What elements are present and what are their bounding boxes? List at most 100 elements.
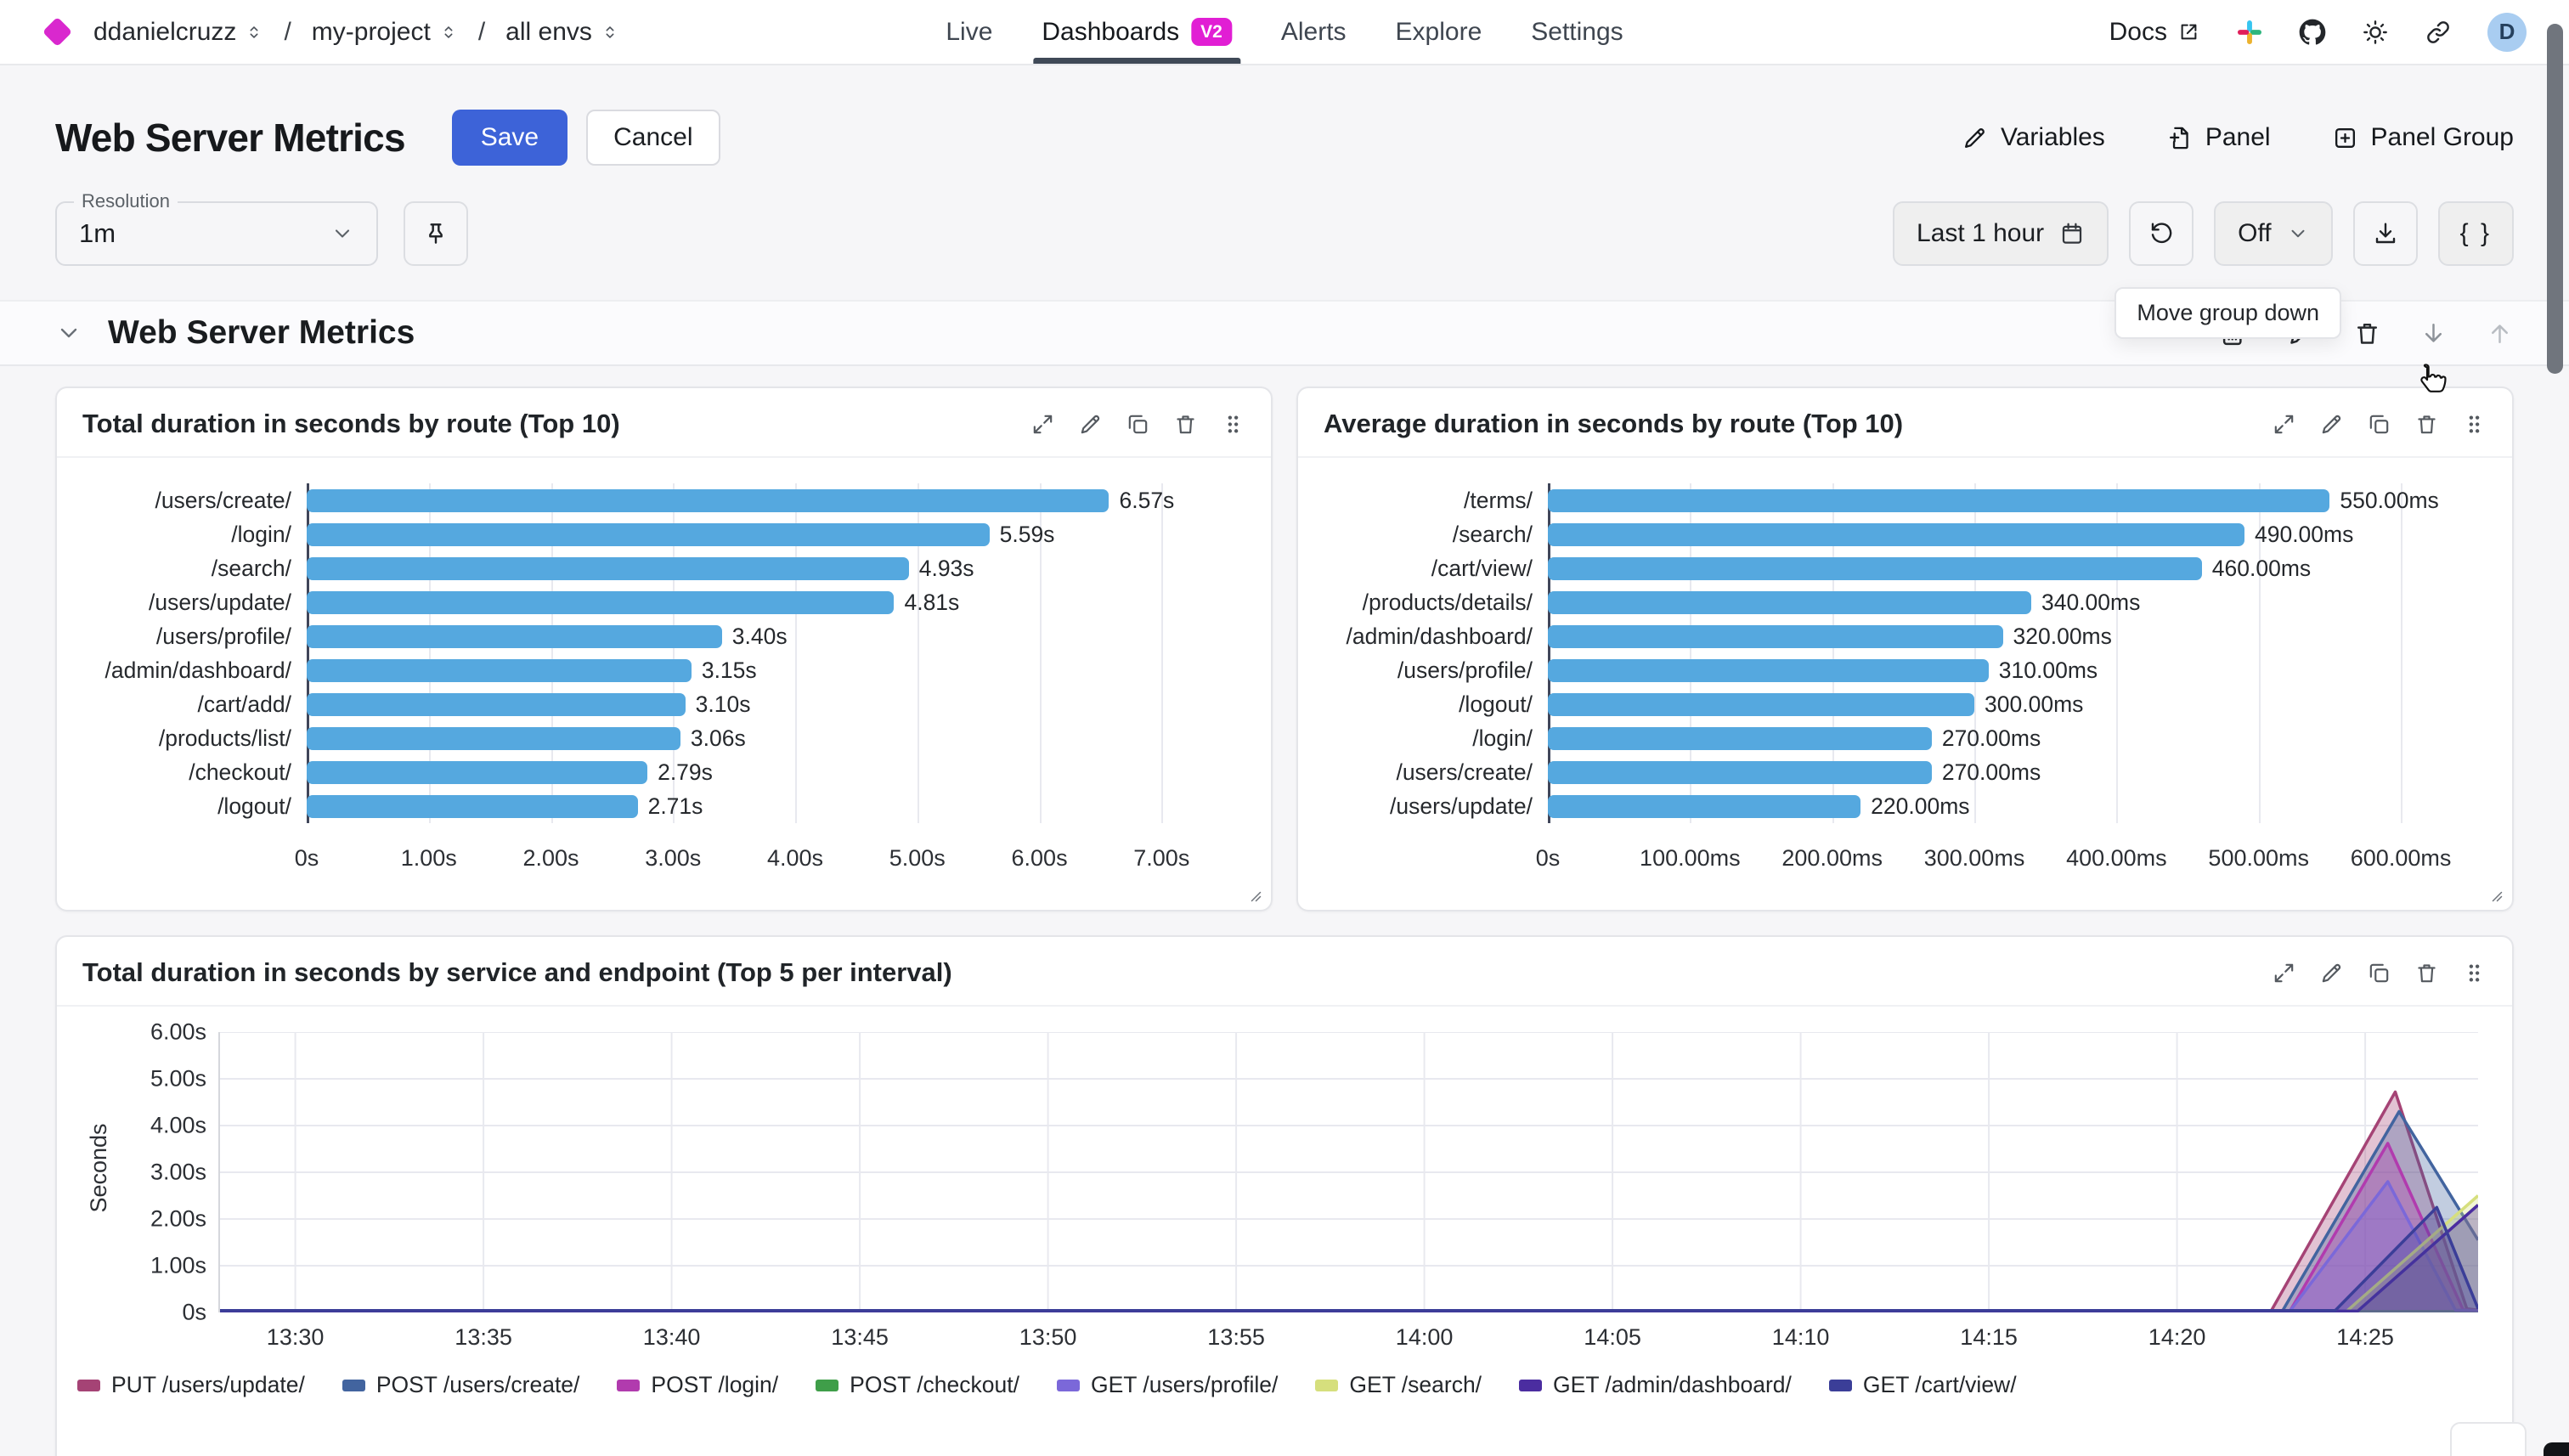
- resize-corner-icon[interactable]: [2487, 886, 2504, 903]
- drag-handle-icon[interactable]: [2462, 961, 2487, 985]
- x-axis-tick: 300.00ms: [1923, 845, 2025, 871]
- legend-item[interactable]: GET /users/profile/: [1056, 1372, 1279, 1398]
- move-group-down-icon[interactable]: [2419, 319, 2448, 347]
- series-line: [220, 1194, 2478, 1312]
- nav-item-alerts[interactable]: Alerts: [1280, 17, 1347, 46]
- drag-handle-icon[interactable]: [1221, 412, 1245, 437]
- brand-logo-icon[interactable]: [42, 16, 73, 48]
- refresh-button[interactable]: [2129, 201, 2194, 266]
- gridline: [550, 483, 553, 823]
- bar: [1548, 590, 2031, 614]
- duplicate-panel-icon[interactable]: [2367, 961, 2391, 985]
- gridline: [1690, 483, 1692, 823]
- variables-button[interactable]: Variables: [1962, 123, 2105, 152]
- bar-track: 320.00ms: [1548, 619, 2458, 653]
- edit-panel-icon[interactable]: [2319, 961, 2344, 985]
- bar-row: /search/4.93s: [71, 551, 1242, 585]
- collapse-chevron-icon[interactable]: [55, 319, 82, 347]
- x-axis-tick: 13:30: [266, 1324, 325, 1350]
- delete-panel-icon[interactable]: [1173, 412, 1198, 437]
- json-editor-button[interactable]: { }: [2437, 201, 2514, 266]
- vertical-scrollbar-thumb[interactable]: [2547, 24, 2563, 374]
- nav-item-dashboards[interactable]: Dashboards V2: [1033, 0, 1240, 64]
- bar-track: 300.00ms: [1548, 687, 2458, 721]
- duplicate-panel-icon[interactable]: [1126, 412, 1150, 437]
- bottom-right-dark-corner: [2544, 1442, 2569, 1456]
- save-button[interactable]: Save: [451, 110, 568, 166]
- legend-item[interactable]: PUT /users/update/: [77, 1372, 305, 1398]
- legend-label: GET /admin/dashboard/: [1553, 1372, 1792, 1397]
- slack-icon[interactable]: [2236, 19, 2263, 46]
- legend-label: POST /checkout/: [850, 1372, 1019, 1397]
- bar-category-label: /cart/add/: [197, 691, 291, 717]
- bar-category-label: /admin/dashboard/: [1346, 623, 1533, 649]
- user-avatar[interactable]: D: [2487, 12, 2527, 52]
- x-axis-tick: 500.00ms: [2208, 845, 2310, 871]
- drag-handle-icon[interactable]: [2462, 412, 2487, 437]
- legend-item[interactable]: GET /admin/dashboard/: [1519, 1372, 1792, 1398]
- duplicate-panel-icon[interactable]: [2367, 412, 2391, 437]
- bar-chart: /users/create/6.57s/login/5.59s/search/4…: [57, 458, 1271, 884]
- download-button[interactable]: [2352, 201, 2418, 266]
- bar-row: /login/270.00ms: [1312, 721, 2483, 755]
- add-panel-button[interactable]: Panel: [2166, 123, 2271, 152]
- bar-value-label: 4.81s: [904, 589, 960, 615]
- bar-value-label: 6.57s: [1119, 487, 1175, 513]
- bar-category-label: /users/profile/: [155, 623, 291, 649]
- breadcrumb-org-selector[interactable]: ddanielcruzz: [93, 18, 263, 47]
- nav-item-settings[interactable]: Settings: [1531, 17, 1623, 46]
- delete-panel-icon[interactable]: [2414, 412, 2439, 437]
- delete-group-icon[interactable]: [2353, 319, 2381, 347]
- resize-corner-icon[interactable]: [1245, 886, 1262, 903]
- expand-icon[interactable]: [2272, 412, 2296, 437]
- axis-zero-line: [1548, 483, 1550, 823]
- auto-refresh-select[interactable]: Off: [2214, 201, 2333, 266]
- breadcrumb-project-selector[interactable]: my-project: [312, 18, 458, 47]
- legend-item[interactable]: POST /checkout/: [816, 1372, 1019, 1398]
- breadcrumb-separator: /: [477, 17, 486, 46]
- legend-label: GET /search/: [1349, 1372, 1482, 1397]
- x-axis-tick: 3.00s: [645, 845, 702, 871]
- panel-total-duration-by-route: Total duration in seconds by route (Top …: [55, 387, 1273, 911]
- y-axis-tick: 1.00s: [150, 1252, 206, 1278]
- nav-item-explore[interactable]: Explore: [1395, 17, 1482, 46]
- bar-row: /logout/300.00ms: [1312, 687, 2483, 721]
- bar-category-label: /users/update/: [1390, 793, 1533, 819]
- breadcrumb-env-selector[interactable]: all envs: [505, 18, 619, 47]
- bar-category-label: /search/: [211, 555, 291, 581]
- github-icon[interactable]: [2299, 19, 2326, 46]
- resolution-label: Resolution: [74, 190, 178, 212]
- add-panel-group-button[interactable]: Panel Group: [2332, 123, 2514, 152]
- bar-value-label: 2.71s: [647, 793, 703, 819]
- theme-toggle-icon[interactable]: [2362, 19, 2389, 46]
- cancel-button[interactable]: Cancel: [586, 110, 720, 166]
- expand-icon[interactable]: [1030, 412, 1055, 437]
- edit-panel-icon[interactable]: [1078, 412, 1103, 437]
- expand-icon[interactable]: [2272, 961, 2296, 985]
- gridline: [2401, 483, 2403, 823]
- bar-row: /terms/550.00ms: [1312, 483, 2483, 517]
- legend-item[interactable]: GET /cart/view/: [1828, 1372, 2017, 1398]
- legend-label: GET /users/profile/: [1090, 1372, 1279, 1397]
- series-area: [220, 1205, 2478, 1312]
- bar-category-label: /admin/dashboard/: [104, 657, 291, 683]
- pin-resolution-button[interactable]: [404, 201, 468, 266]
- legend-item[interactable]: POST /users/create/: [342, 1372, 579, 1398]
- edit-panel-icon[interactable]: [2319, 412, 2344, 437]
- bar-value-label: 320.00ms: [2013, 623, 2112, 649]
- legend-item[interactable]: GET /search/: [1315, 1372, 1482, 1398]
- resolution-select[interactable]: Resolution 1m: [55, 190, 378, 266]
- move-group-up-icon[interactable]: [2486, 319, 2514, 347]
- bar-track: 2.79s: [307, 755, 1217, 789]
- time-range-button[interactable]: Last 1 hour: [1893, 201, 2109, 266]
- nav-item-live[interactable]: Live: [946, 17, 993, 46]
- copy-link-icon[interactable]: [2425, 19, 2452, 46]
- panel-title: Total duration in seconds by service and…: [82, 957, 952, 987]
- delete-panel-icon[interactable]: [2414, 961, 2439, 985]
- legend-item[interactable]: POST /login/: [617, 1372, 778, 1398]
- bar-row: /products/list/3.06s: [71, 721, 1242, 755]
- x-axis-tick: 0s: [1535, 845, 1561, 871]
- docs-link[interactable]: Docs: [2109, 18, 2200, 47]
- legend-label: GET /cart/view/: [1862, 1372, 2017, 1397]
- x-axis-tick: 14:20: [2148, 1324, 2206, 1350]
